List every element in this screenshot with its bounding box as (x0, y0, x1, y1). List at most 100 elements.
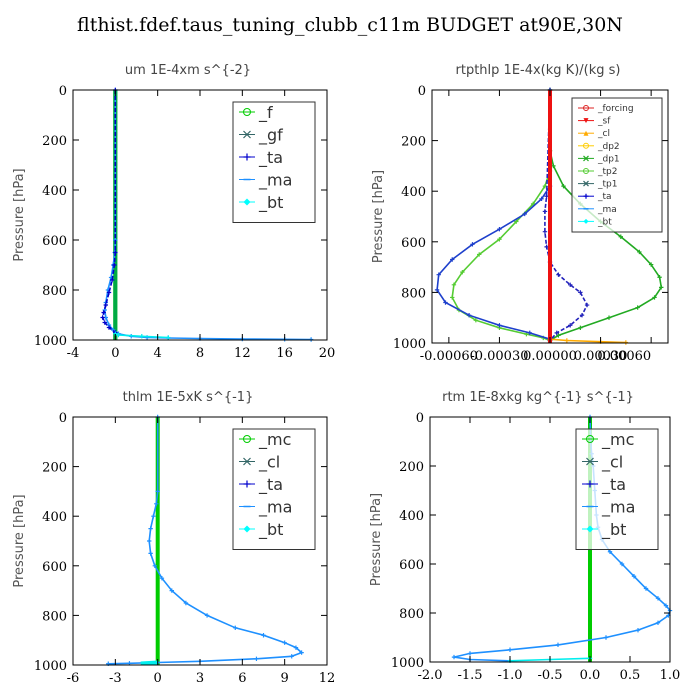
panel-3-ytick-label: 1000 (34, 659, 67, 674)
panel-3-point (152, 563, 158, 568)
figure-title: flthist.fdef.taus_tuning_clubb_c11m BUDG… (77, 14, 623, 36)
panel-2-point (450, 295, 455, 300)
panel-1-legend-label: _ta (258, 148, 283, 168)
panel-3-point (155, 489, 160, 494)
panel-2-point (652, 295, 657, 300)
panel-1-xtick-label: -4 (67, 346, 80, 361)
panel-4-xtick-label: -2.0 (417, 668, 442, 683)
panel-3-xtick-label: 0 (154, 671, 162, 686)
panel-2-point (497, 226, 502, 232)
panel-1-xtick-label: 16 (276, 346, 293, 361)
panel-2-legend-marker (583, 105, 589, 111)
panel-1-legend-label: _f (258, 103, 273, 123)
panel-1-xtick-label: 0 (111, 346, 119, 361)
panel-2-point (436, 272, 441, 277)
panel-4-ytick-label: 600 (399, 558, 424, 573)
panel-2-series-ta (544, 89, 589, 342)
panel-3-legend-label: _bt (258, 520, 283, 540)
panel-1-xtick-label: 4 (154, 346, 162, 361)
panel-2-ytick-label: 400 (401, 185, 426, 200)
panel-2-point (635, 305, 640, 310)
panel-1-point (102, 320, 107, 325)
panel-1-point (106, 325, 112, 330)
panel-4-ytick-label: 1000 (391, 656, 424, 671)
panel-4-legend-label: _ma (601, 498, 635, 518)
panel-2-point (497, 323, 502, 328)
panel-2-point (530, 201, 536, 207)
panel-4-point (635, 627, 641, 633)
panel-1-point (112, 262, 117, 268)
panel-2-xtick-label: 0.00060 (597, 349, 651, 364)
panel-3-point (233, 625, 238, 630)
panel-4-ylabel: Pressure [hPa] (369, 493, 384, 586)
panel-1-legend-label: _ma (258, 171, 292, 191)
panel-2-point (564, 338, 570, 343)
panel-3-point (148, 551, 153, 556)
panel-2-legend-marker (583, 193, 589, 199)
panel-3-xtick-label: 12 (319, 671, 336, 686)
panel-2-point (578, 325, 583, 331)
panel-2-legend-label: _dp2 (597, 142, 620, 152)
panel-4-ytick-label: 200 (399, 460, 424, 475)
panel-4-point (555, 642, 561, 648)
panel-4-title: rtm 1E-8xkg kg^{-1} s^{-1} (442, 390, 634, 405)
panel-4-legend-marker (586, 525, 594, 533)
panel-3-legend-label: _ta (258, 475, 283, 495)
panel-4-legend-label: _cl (601, 453, 623, 473)
panel-3-ytick-label: 600 (42, 560, 67, 575)
panel-2-xtick-label: -0.00060 (420, 349, 478, 364)
panel-2-ytick-label: 600 (401, 236, 426, 251)
panel-3-title: thlm 1E-5xK s^{-1} (123, 390, 254, 405)
panel-4-point (507, 647, 513, 652)
panel-1-legend-marker (243, 130, 251, 139)
panel-2-point (466, 312, 472, 318)
panel-2-point (584, 302, 590, 308)
panel-2-point (637, 249, 642, 255)
panel-3-legend-marker (243, 435, 251, 443)
panel-3-legend-marker (243, 525, 251, 533)
panel-2-legend-marker (583, 142, 589, 149)
panel-4-legend-label: _ta (601, 475, 626, 495)
panel-2-point (477, 252, 482, 257)
panel-2-point (568, 323, 573, 328)
panel-3-xtick-label: 6 (238, 671, 246, 686)
panel-2-point (542, 209, 548, 214)
panel-2-point (460, 269, 465, 275)
panel-2-legend-label: _cl (597, 129, 610, 139)
panel-3-point (151, 514, 156, 519)
panel-4-legend-label: _mc (601, 430, 634, 450)
panel-2-legend-marker (583, 118, 589, 124)
panel-2-point (578, 290, 583, 295)
panel-3-ytick-label: 200 (42, 461, 67, 476)
panel-3-legend-marker (243, 457, 251, 466)
panel-2-legend-label: _forcing (597, 104, 634, 114)
panel-2-legend-label: _sf (597, 117, 611, 127)
panel-3-point (169, 588, 174, 593)
panel-1-point (166, 335, 171, 340)
panel-1-ytick-label: 200 (42, 134, 67, 149)
panel-4-ytick-label: 400 (399, 509, 424, 524)
panel-1-legend-label: _bt (258, 193, 283, 213)
panel-3-point (289, 654, 294, 659)
panel-2-series-tp2 (451, 90, 551, 342)
panel-3-ytick-label: 800 (42, 609, 67, 624)
panel-2-ylabel: Pressure [hPa] (371, 170, 386, 263)
panel-3-legend-label: _mc (258, 430, 291, 450)
panel-2-series-cl (549, 338, 626, 344)
panel-2-xtick-label: -0.00030 (470, 349, 528, 364)
panel-1-point (139, 334, 144, 339)
panel-1-xtick-label: 8 (196, 346, 204, 361)
panel-3-point (154, 501, 159, 506)
panel-2-point (657, 275, 662, 280)
panel-1-point (106, 290, 112, 295)
panel-4-point (631, 574, 637, 579)
panel-2-point (443, 300, 448, 305)
panel-1-xtick-label: 12 (234, 346, 251, 361)
panel-3-point (159, 576, 165, 581)
panel-2-legend-marker (583, 218, 589, 224)
panel-2-point (470, 242, 475, 247)
panel-3-point (148, 526, 153, 531)
panel-4-xtick-label: 0.0 (580, 668, 601, 683)
panel-3-legend-label: _ma (258, 498, 292, 518)
